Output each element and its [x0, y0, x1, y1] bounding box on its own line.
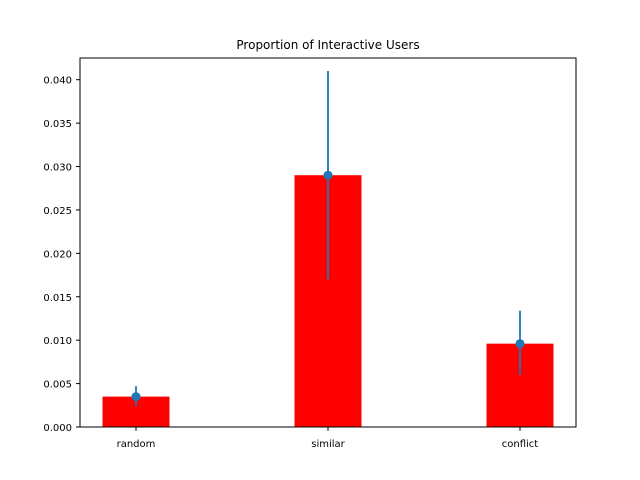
- plot-frame: [79, 57, 577, 428]
- markers-layer: [131, 170, 525, 402]
- data-point-random: [131, 392, 141, 402]
- y-tick-label: 0.020: [43, 249, 72, 260]
- x-axis: random similar conflict: [117, 427, 539, 450]
- y-tick-label: 0.005: [43, 380, 72, 391]
- y-tick-label: 0.040: [43, 76, 72, 87]
- x-tick-label: conflict: [502, 439, 539, 450]
- y-tick-label: 0.030: [43, 163, 72, 174]
- y-tick-label: 0.010: [43, 336, 72, 347]
- y-tick-label: 0.025: [43, 206, 72, 217]
- chart-title: Proportion of Interactive Users: [236, 38, 419, 52]
- x-tick-label: random: [117, 439, 156, 450]
- data-point-similar: [323, 170, 333, 180]
- data-point-conflict: [515, 339, 525, 349]
- y-tick-label: 0.035: [43, 119, 72, 130]
- y-axis: 0.000 0.005 0.010 0.015 0.020 0.025 0.030 0.035…: [43, 76, 80, 434]
- y-tick-label: 0.000: [43, 423, 72, 434]
- x-tick-label: similar: [311, 439, 345, 450]
- y-tick-label: 0.015: [43, 293, 72, 304]
